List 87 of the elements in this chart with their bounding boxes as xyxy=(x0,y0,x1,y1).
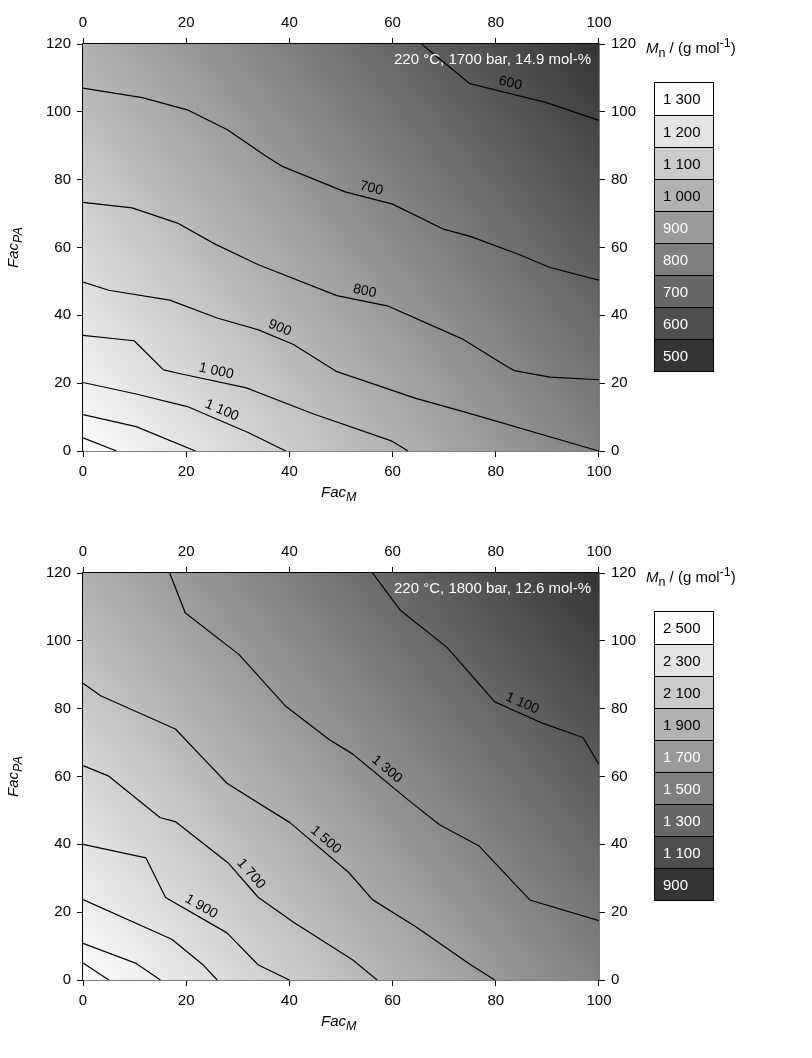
x-tick-label: 40 xyxy=(281,991,298,1009)
y-tick-label: 80 xyxy=(54,698,72,716)
color-bar-title: M$_{n}$ / (g mol$^{-1}$) xyxy=(645,36,736,60)
y-tick-label: 120 xyxy=(46,563,72,581)
x-tick-label: 80 xyxy=(487,462,505,480)
color-bar-title: M$_{n}$ / (g mol$^{-1}$) xyxy=(645,565,736,589)
color-bar-label: 1 900 xyxy=(654,708,713,740)
y2-tick-label: 20 xyxy=(610,902,628,920)
y-tick-label: 100 xyxy=(46,101,72,119)
color-bar-label: 1 700 xyxy=(654,740,713,772)
color-bar-label: 1 100 xyxy=(654,836,713,868)
text: 1 000 xyxy=(197,358,236,382)
y2-tick-label: 60 xyxy=(610,766,628,784)
y-tick-label: 0 xyxy=(62,441,72,459)
x2-tick-label: 60 xyxy=(384,13,401,31)
color-bar-label: 2 500 xyxy=(654,612,713,644)
x-tick-label: 100 xyxy=(586,462,612,480)
x-axis-title: Fac$_{M}$ xyxy=(321,483,357,504)
y2-tick-label: 40 xyxy=(610,834,628,852)
x-axis-title: Fac$_{M}$ xyxy=(321,1012,357,1033)
x-tick-label: 0 xyxy=(78,462,88,480)
y-tick-label: 60 xyxy=(54,237,72,255)
y2-tick-label: 20 xyxy=(610,373,628,391)
y-tick-label: 120 xyxy=(46,34,72,52)
x2-tick-label: 80 xyxy=(487,13,505,31)
color-bar-label: 1 000 xyxy=(654,179,713,211)
y2-tick-label: 60 xyxy=(610,237,628,255)
x2-tick-label: 40 xyxy=(281,542,298,560)
text: 1 700 xyxy=(234,854,270,892)
text: 800 xyxy=(351,279,379,301)
x2-tick-label: 60 xyxy=(384,542,401,560)
text: 900 xyxy=(266,315,295,339)
y-tick-label: 20 xyxy=(54,373,72,391)
y2-tick-label: 100 xyxy=(610,630,636,648)
y-tick-label: 100 xyxy=(46,630,72,648)
x2-tick-label: 100 xyxy=(586,13,612,31)
color-bar-label: 700 xyxy=(654,275,713,307)
y2-tick-label: 80 xyxy=(610,169,628,187)
y-tick-label: 60 xyxy=(54,766,72,784)
y-tick-label: 40 xyxy=(54,305,72,323)
x2-tick-label: 40 xyxy=(281,13,298,31)
text: 1 300 xyxy=(369,751,407,786)
color-bar-label: 2 300 xyxy=(654,644,713,676)
x-tick-label: 20 xyxy=(177,991,195,1009)
annotation: 220 °C, 1800 bar, 12.6 mol-% xyxy=(394,578,591,596)
y2-tick-label: 40 xyxy=(610,305,628,323)
x-tick-label: 0 xyxy=(78,991,88,1009)
y-tick-label: 0 xyxy=(62,970,72,988)
x-tick-label: 40 xyxy=(281,462,298,480)
x2-tick-label: 20 xyxy=(177,542,195,560)
color-bar-label: 500 xyxy=(654,339,713,371)
color-bar-label: 600 xyxy=(654,307,713,339)
text: 1 100 xyxy=(203,395,242,424)
x2-tick-label: 0 xyxy=(78,13,88,31)
y-tick-label: 80 xyxy=(54,169,72,187)
color-bar-label: 800 xyxy=(654,243,713,275)
color-bar-label: 1 500 xyxy=(654,772,713,804)
text: 700 xyxy=(358,176,386,198)
annotation: 220 °C, 1700 bar, 14.9 mol-% xyxy=(394,49,591,67)
text: 600 xyxy=(497,71,525,93)
y-tick-label: 40 xyxy=(54,834,72,852)
color-bar-label: 900 xyxy=(654,868,713,900)
y2-tick-label: 100 xyxy=(610,101,636,119)
x-tick-label: 60 xyxy=(384,991,401,1009)
color-bar-label: 2 100 xyxy=(654,676,713,708)
y2-tick-label: 0 xyxy=(610,441,620,459)
y2-tick-label: 120 xyxy=(610,34,636,52)
color-bar-label: 1 200 xyxy=(654,115,713,147)
text: 1 900 xyxy=(182,889,222,922)
x2-tick-label: 0 xyxy=(78,542,88,560)
color-bar-label: 1 300 xyxy=(654,804,713,836)
color-bar-label: 900 xyxy=(654,211,713,243)
x-tick-label: 20 xyxy=(177,462,195,480)
text: 1 500 xyxy=(307,821,346,857)
color-bar-label: 1 300 xyxy=(654,83,713,115)
y2-tick-label: 80 xyxy=(610,698,628,716)
x2-tick-label: 80 xyxy=(487,542,505,560)
y-tick-label: 20 xyxy=(54,902,72,920)
color-bar-label: 1 100 xyxy=(654,147,713,179)
y2-tick-label: 0 xyxy=(610,970,620,988)
x-tick-label: 80 xyxy=(487,991,505,1009)
x-tick-label: 60 xyxy=(384,462,401,480)
x2-tick-label: 20 xyxy=(177,13,195,31)
x2-tick-label: 100 xyxy=(586,542,612,560)
text: 1 100 xyxy=(503,687,543,717)
x-tick-label: 100 xyxy=(586,991,612,1009)
y2-tick-label: 120 xyxy=(610,563,636,581)
